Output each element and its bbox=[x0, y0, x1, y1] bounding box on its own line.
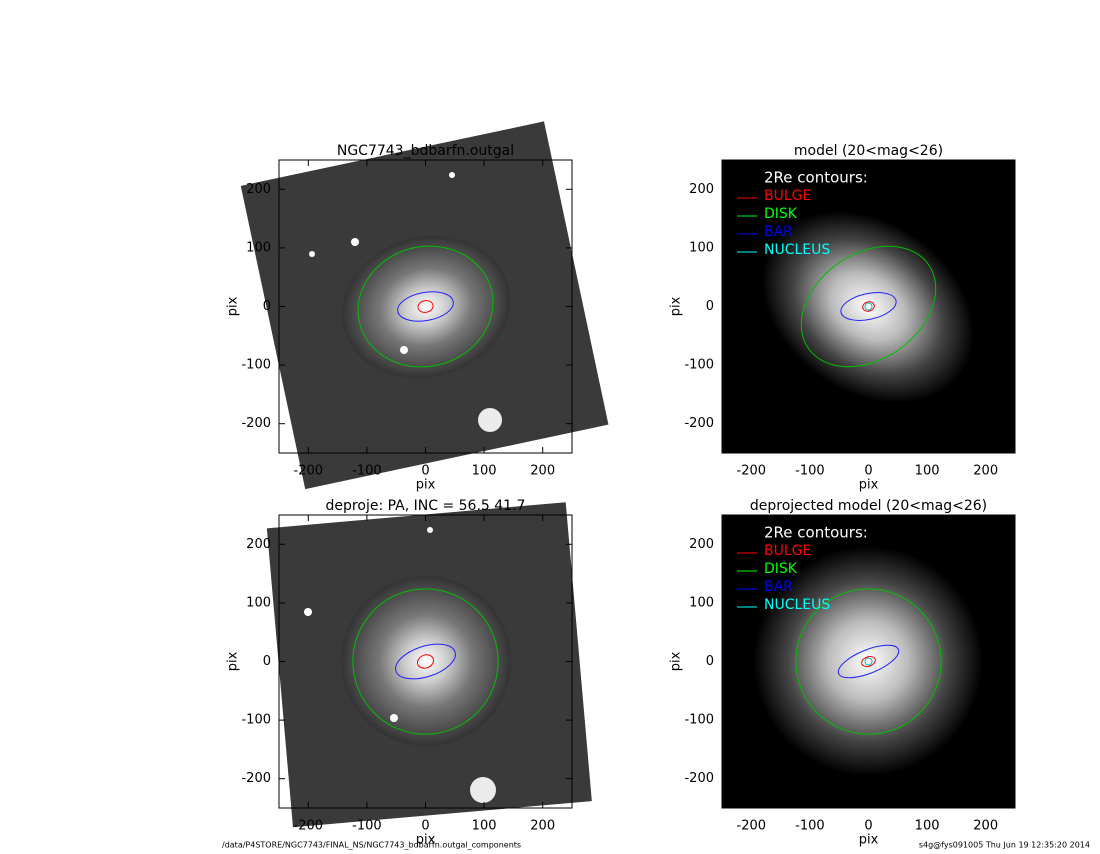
y-tick-label: -200 bbox=[241, 771, 271, 786]
x-axis-label: pix bbox=[859, 833, 879, 848]
x-tick-label: 200 bbox=[973, 819, 998, 834]
contour bbox=[395, 643, 456, 680]
legend-label: DISK bbox=[764, 206, 798, 222]
contour bbox=[800, 245, 937, 368]
x-tick-label: 0 bbox=[864, 464, 872, 479]
legend-label: DISK bbox=[764, 561, 798, 577]
contour bbox=[864, 302, 873, 311]
y-tick-label: 0 bbox=[706, 654, 714, 669]
y-tick-label: 200 bbox=[689, 537, 714, 552]
x-tick-label: 0 bbox=[864, 819, 872, 834]
x-tick-label: -200 bbox=[737, 464, 767, 479]
x-tick-label: -100 bbox=[795, 819, 825, 834]
y-tick-label: -200 bbox=[684, 771, 714, 786]
legend-label: BAR bbox=[764, 579, 793, 595]
y-tick-label: 100 bbox=[689, 240, 714, 255]
legend-label: NUCLEUS bbox=[764, 597, 830, 613]
x-tick-label: 0 bbox=[421, 819, 429, 834]
image-observed bbox=[240, 121, 609, 490]
image-deprojected bbox=[266, 502, 592, 828]
contour bbox=[861, 655, 876, 668]
x-tick-label: -200 bbox=[294, 819, 324, 834]
y-tick-label: -200 bbox=[684, 416, 714, 431]
y-tick-label: -100 bbox=[241, 713, 271, 728]
x-tick-label: 100 bbox=[472, 819, 497, 834]
contour bbox=[795, 588, 942, 735]
contour bbox=[352, 588, 499, 735]
y-axis-label: pix bbox=[226, 296, 241, 316]
x-tick-label: 100 bbox=[472, 464, 497, 479]
y-tick-label: -100 bbox=[684, 713, 714, 728]
y-tick-label: -100 bbox=[684, 358, 714, 373]
y-tick-label: 200 bbox=[246, 537, 271, 552]
image-model bbox=[722, 160, 1015, 453]
y-tick-label: 0 bbox=[263, 654, 271, 669]
y-tick-label: 200 bbox=[246, 182, 271, 197]
x-tick-label: 0 bbox=[421, 464, 429, 479]
contour bbox=[864, 657, 873, 666]
y-axis-label: pix bbox=[669, 651, 684, 671]
y-tick-label: 0 bbox=[706, 299, 714, 314]
image-model-deprojected bbox=[722, 515, 1015, 808]
x-tick-label: 100 bbox=[915, 819, 940, 834]
y-axis-label: pix bbox=[226, 651, 241, 671]
contour bbox=[840, 292, 897, 321]
y-tick-label: 100 bbox=[689, 595, 714, 610]
y-tick-label: -100 bbox=[241, 358, 271, 373]
y-tick-label: 100 bbox=[246, 595, 271, 610]
panel-title: NGC7743_bdbarfn.outgal bbox=[337, 143, 514, 159]
y-tick-label: -200 bbox=[241, 416, 271, 431]
contour bbox=[416, 654, 435, 669]
contour bbox=[837, 644, 900, 679]
x-axis-label: pix bbox=[416, 478, 436, 493]
y-tick-label: 100 bbox=[246, 240, 271, 255]
y-axis-label: pix bbox=[669, 296, 684, 316]
x-tick-label: -100 bbox=[795, 464, 825, 479]
x-tick-label: -100 bbox=[352, 819, 382, 834]
panel-title: model (20<mag<26) bbox=[794, 143, 943, 159]
legend-title: 2Re contours: bbox=[764, 524, 868, 542]
legend-label: NUCLEUS bbox=[764, 242, 830, 258]
x-tick-label: 200 bbox=[530, 819, 555, 834]
legend-label: BULGE bbox=[764, 543, 811, 559]
contour bbox=[417, 300, 434, 313]
x-tick-label: 100 bbox=[915, 464, 940, 479]
x-tick-label: -200 bbox=[737, 819, 767, 834]
contour bbox=[862, 301, 875, 312]
legend-label: BULGE bbox=[764, 188, 811, 204]
x-tick-label: 200 bbox=[973, 464, 998, 479]
y-tick-label: 200 bbox=[689, 182, 714, 197]
panel-title: deproje: PA, INC = 56.5 41.7 bbox=[326, 498, 526, 514]
contour bbox=[357, 245, 494, 368]
legend-label: BAR bbox=[764, 224, 793, 240]
footer-path: /data/P4STORE/NGC7743/FINAL_NS/NGC7743_b… bbox=[222, 841, 521, 850]
x-axis-label: pix bbox=[416, 833, 436, 848]
x-tick-label: -100 bbox=[352, 464, 382, 479]
footer-stamp: s4g@fys091005 Thu Jun 19 12:35:20 2014 bbox=[919, 841, 1090, 850]
legend-title: 2Re contours: bbox=[764, 169, 868, 187]
x-axis-label: pix bbox=[859, 478, 879, 493]
x-tick-label: 200 bbox=[530, 464, 555, 479]
panel-title: deprojected model (20<mag<26) bbox=[750, 498, 987, 514]
y-tick-label: 0 bbox=[263, 299, 271, 314]
contour bbox=[397, 291, 454, 322]
x-tick-label: -200 bbox=[294, 464, 324, 479]
